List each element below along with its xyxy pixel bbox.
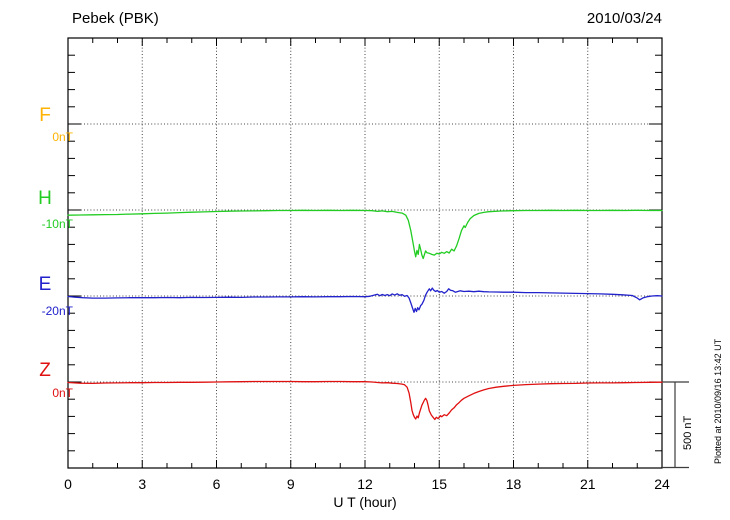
channel-baseline-value-z: 0nT	[52, 386, 73, 400]
channel-label-e: E	[38, 274, 52, 295]
x-tick-label: 6	[213, 476, 221, 492]
channel-label-f: F	[39, 105, 51, 126]
trace-z	[67, 380, 663, 421]
x-tick-label: 21	[580, 476, 596, 492]
trace-h	[67, 209, 663, 260]
scale-bar-label: 500 nT	[682, 415, 694, 450]
x-tick-label: 24	[654, 476, 670, 492]
observation-date: 2010/03/24	[586, 10, 662, 27]
channel-label-h: H	[38, 188, 52, 209]
x-tick-label: 0	[64, 476, 72, 492]
plotted-timestamp-note: Plotted at 2010/09/16 13:42 UT	[713, 338, 723, 464]
channel-baseline-value-h: -10nT	[41, 217, 73, 231]
x-tick-label: 18	[506, 476, 522, 492]
channel-baseline-value-e: -20nT	[41, 304, 73, 318]
channel-label-z: Z	[39, 360, 51, 381]
x-tick-label: 9	[287, 476, 295, 492]
x-axis-label: U T (hour)	[333, 494, 397, 510]
x-tick-label: 15	[431, 476, 447, 492]
station-title: Pebek (PBK)	[72, 10, 159, 27]
channel-baseline-value-f: 0nT	[52, 130, 73, 144]
x-tick-label: 3	[138, 476, 146, 492]
x-tick-label: 12	[357, 476, 373, 492]
trace-e	[67, 287, 663, 313]
